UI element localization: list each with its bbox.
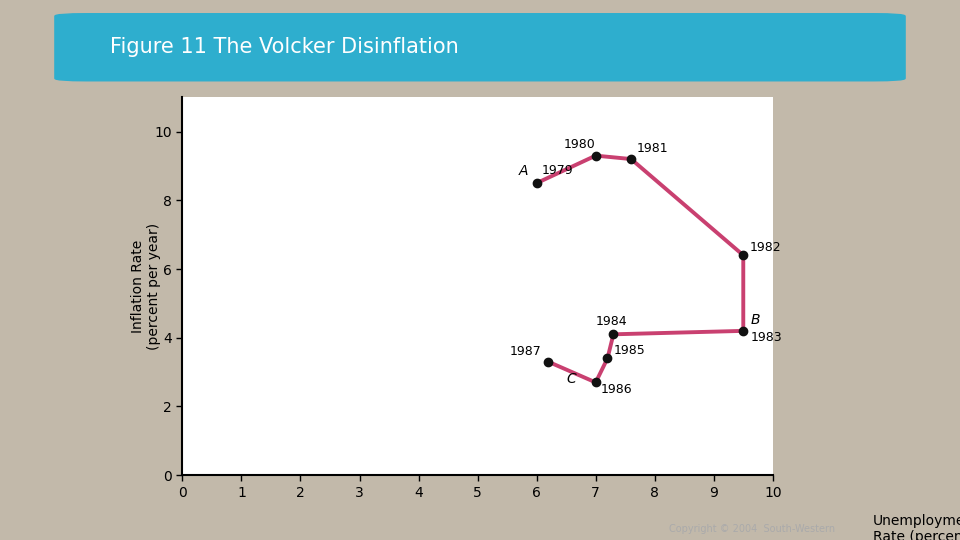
Text: 1983: 1983 [751,331,782,344]
Text: Unemployment
Rate (percent): Unemployment Rate (percent) [873,514,960,540]
Text: B: B [751,313,760,327]
Text: 1980: 1980 [564,138,595,152]
Text: C: C [566,372,576,386]
Text: 1984: 1984 [595,315,627,328]
Text: 1981: 1981 [637,142,668,155]
Y-axis label: Inflation Rate
(percent per year): Inflation Rate (percent per year) [131,222,161,350]
FancyBboxPatch shape [55,14,905,81]
Text: 1979: 1979 [541,164,573,177]
Text: 1985: 1985 [613,343,645,356]
Text: A: A [519,164,528,178]
Text: Figure 11 The Volcker Disinflation: Figure 11 The Volcker Disinflation [110,37,459,57]
Text: 1987: 1987 [510,346,541,359]
Text: Copyright © 2004  South-Western: Copyright © 2004 South-Western [669,523,835,534]
Text: 1982: 1982 [749,240,780,254]
Text: 1986: 1986 [600,383,632,396]
